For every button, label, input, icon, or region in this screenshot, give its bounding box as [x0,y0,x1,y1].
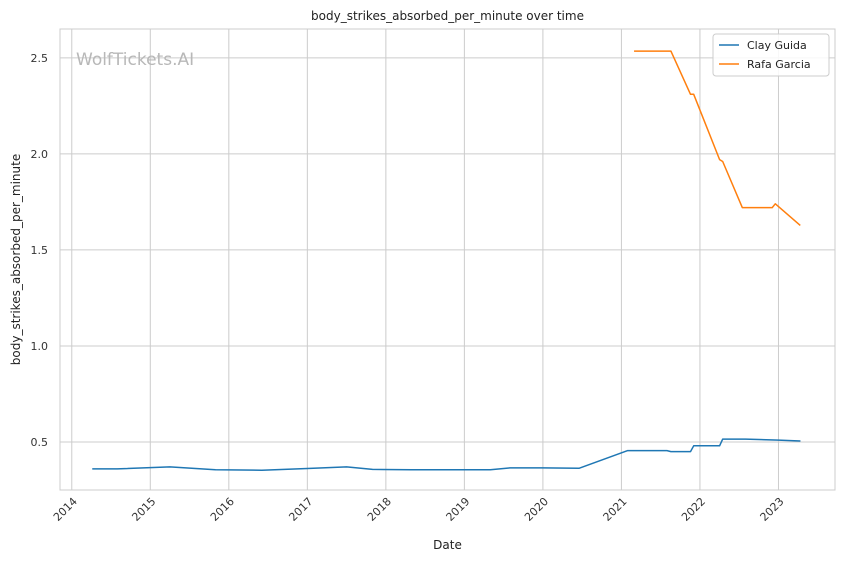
x-tick-label: 2018 [365,495,394,524]
x-tick-labels: 2014 2015 2016 2017 2018 2019 2020 2021 2022 2023 [51,495,787,524]
plot-area [60,29,835,490]
x-tick-label: 2022 [679,495,708,524]
x-gridlines [71,29,779,490]
chart-title: body_strikes_absorbed_per_minute over ti… [311,9,584,23]
x-axis-title: Date [433,538,462,552]
plot-frame [59,28,836,491]
x-tick-label: 2019 [444,495,473,524]
x-tick-label: 2017 [286,495,315,524]
y-tick-label: 1.5 [31,244,49,257]
series-line-clay-guida [92,438,801,471]
watermark-text: WolfTickets.AI [76,50,194,70]
y-axis-title: body_strikes_absorbed_per_minute [9,154,23,365]
legend-label: Clay Guida [747,39,807,52]
y-tick-label: 2.5 [31,52,49,65]
series-lines [92,50,801,471]
y-gridlines [60,57,835,443]
legend-label: Rafa Garcia [747,58,811,71]
x-tick-label: 2016 [208,495,237,524]
x-tick-label: 2015 [129,495,158,524]
y-tick-label: 1.0 [31,340,49,353]
y-tick-labels: 0.5 1.0 1.5 2.0 2.5 [31,52,49,449]
x-tick-label: 2014 [51,495,80,524]
legend-box [712,33,830,77]
x-tick-label: 2023 [758,495,787,524]
series-line-rafa-garcia [634,50,801,226]
x-tick-label: 2020 [522,495,551,524]
legend: Clay Guida Rafa Garcia [712,33,830,77]
y-tick-label: 2.0 [31,148,49,161]
x-tick-label: 2021 [601,495,630,524]
y-tick-label: 0.5 [31,436,49,449]
